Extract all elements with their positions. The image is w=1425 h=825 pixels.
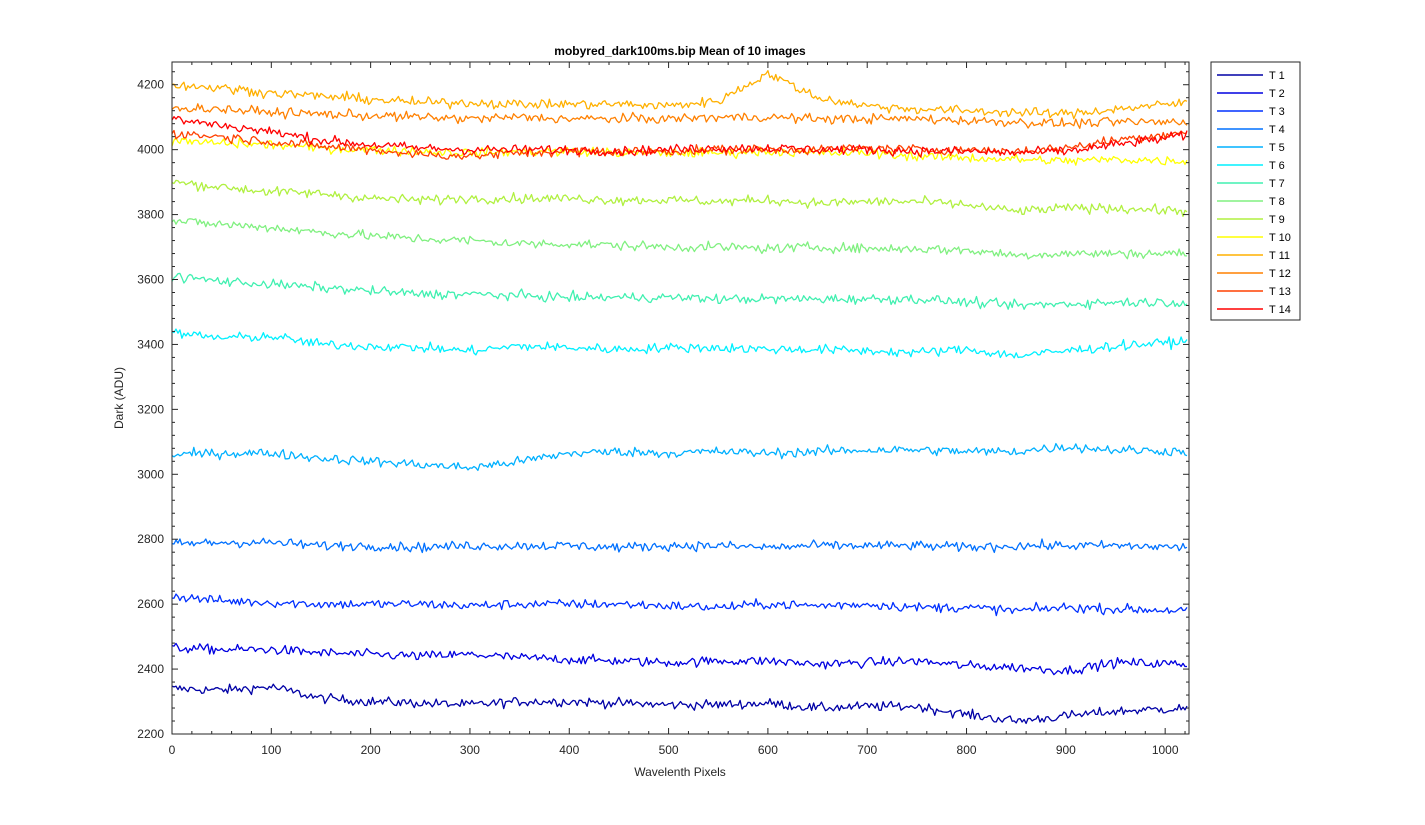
y-tick-label: 2600 <box>137 597 164 611</box>
series-line-14 <box>171 115 1188 158</box>
x-tick-label: 100 <box>261 743 281 757</box>
x-tick-label: 300 <box>460 743 480 757</box>
x-tick-label: 0 <box>169 743 176 757</box>
series-line-5 <box>171 442 1188 472</box>
legend-label: T 9 <box>1269 214 1285 226</box>
axes-background <box>172 62 1189 734</box>
x-tick-label: 600 <box>758 743 778 757</box>
plot-area: 0 100 200 300 400 500 600 700 800 900 1000 2200 240… <box>137 61 1190 757</box>
x-tick-label: 400 <box>559 743 579 757</box>
legend-label: T 7 <box>1269 178 1285 190</box>
x-tick-label: 200 <box>361 743 381 757</box>
legend-label: T 10 <box>1269 232 1291 244</box>
x-tick-label: 900 <box>1056 743 1076 757</box>
series-layer <box>171 70 1188 725</box>
series-line-1 <box>171 683 1188 725</box>
legend-label: T 8 <box>1269 196 1285 208</box>
y-axis-label: Dark (ADU) <box>112 367 126 429</box>
legend-box <box>1210 61 1301 321</box>
y-tick-label: 2200 <box>137 727 164 741</box>
y-tick-label: 3600 <box>137 273 164 287</box>
series-line-11 <box>171 70 1188 120</box>
legend-label: T 2 <box>1269 88 1285 100</box>
x-tick-label: 700 <box>857 743 877 757</box>
series-line-3 <box>171 593 1188 617</box>
series-line-9 <box>171 179 1188 217</box>
legend-label: T 1 <box>1269 70 1285 82</box>
y-tick-label: 2800 <box>137 532 164 546</box>
y-tick-label: 2400 <box>137 662 164 676</box>
y-tick-label: 3200 <box>137 402 164 416</box>
chart-title: mobyred_dark100ms.bip Mean of 10 images <box>554 44 806 58</box>
legend-label: T 11 <box>1269 250 1290 262</box>
series-line-4 <box>171 537 1188 554</box>
x-axis: 0 100 200 300 400 500 600 700 800 900 1000 <box>169 62 1186 757</box>
y-axis: 2200 2400 2600 2800 3000 3200 3400 3600 3800 4000… <box>137 71 1189 741</box>
axes-frame <box>171 61 1190 735</box>
y-tick-label: 3000 <box>137 467 164 481</box>
legend: T 1 T 2 T 3 T 4 T 5 T 6 T 7 T 8 T 9 T 10 T 11 T 12 T… <box>1210 61 1301 321</box>
series-line-12 <box>171 103 1188 129</box>
y-tick-label: 3800 <box>137 208 164 222</box>
legend-label: T 5 <box>1269 142 1285 154</box>
y-tick-label: 4000 <box>137 143 164 157</box>
legend-label: T 6 <box>1269 160 1285 172</box>
series-line-2 <box>171 642 1187 676</box>
legend-label: T 13 <box>1269 286 1291 298</box>
x-axis-label: Wavelenth Pixels <box>634 765 726 779</box>
y-tick-label: 3400 <box>137 337 164 351</box>
legend-label: T 12 <box>1269 268 1291 280</box>
x-tick-label: 1000 <box>1152 743 1179 757</box>
series-line-13 <box>171 129 1188 160</box>
y-tick-label: 4200 <box>137 78 164 92</box>
series-line-6 <box>171 328 1188 359</box>
legend-label: T 14 <box>1269 304 1291 316</box>
legend-label: T 3 <box>1269 106 1285 118</box>
series-line-7 <box>171 272 1188 311</box>
x-tick-label: 500 <box>659 743 679 757</box>
series-line-8 <box>171 218 1187 260</box>
legend-label: T 4 <box>1269 124 1285 136</box>
x-tick-label: 800 <box>957 743 977 757</box>
legend-items: T 1 T 2 T 3 T 4 T 5 T 6 T 7 T 8 T 9 T 10 T 11 T 12 T… <box>1217 70 1291 316</box>
